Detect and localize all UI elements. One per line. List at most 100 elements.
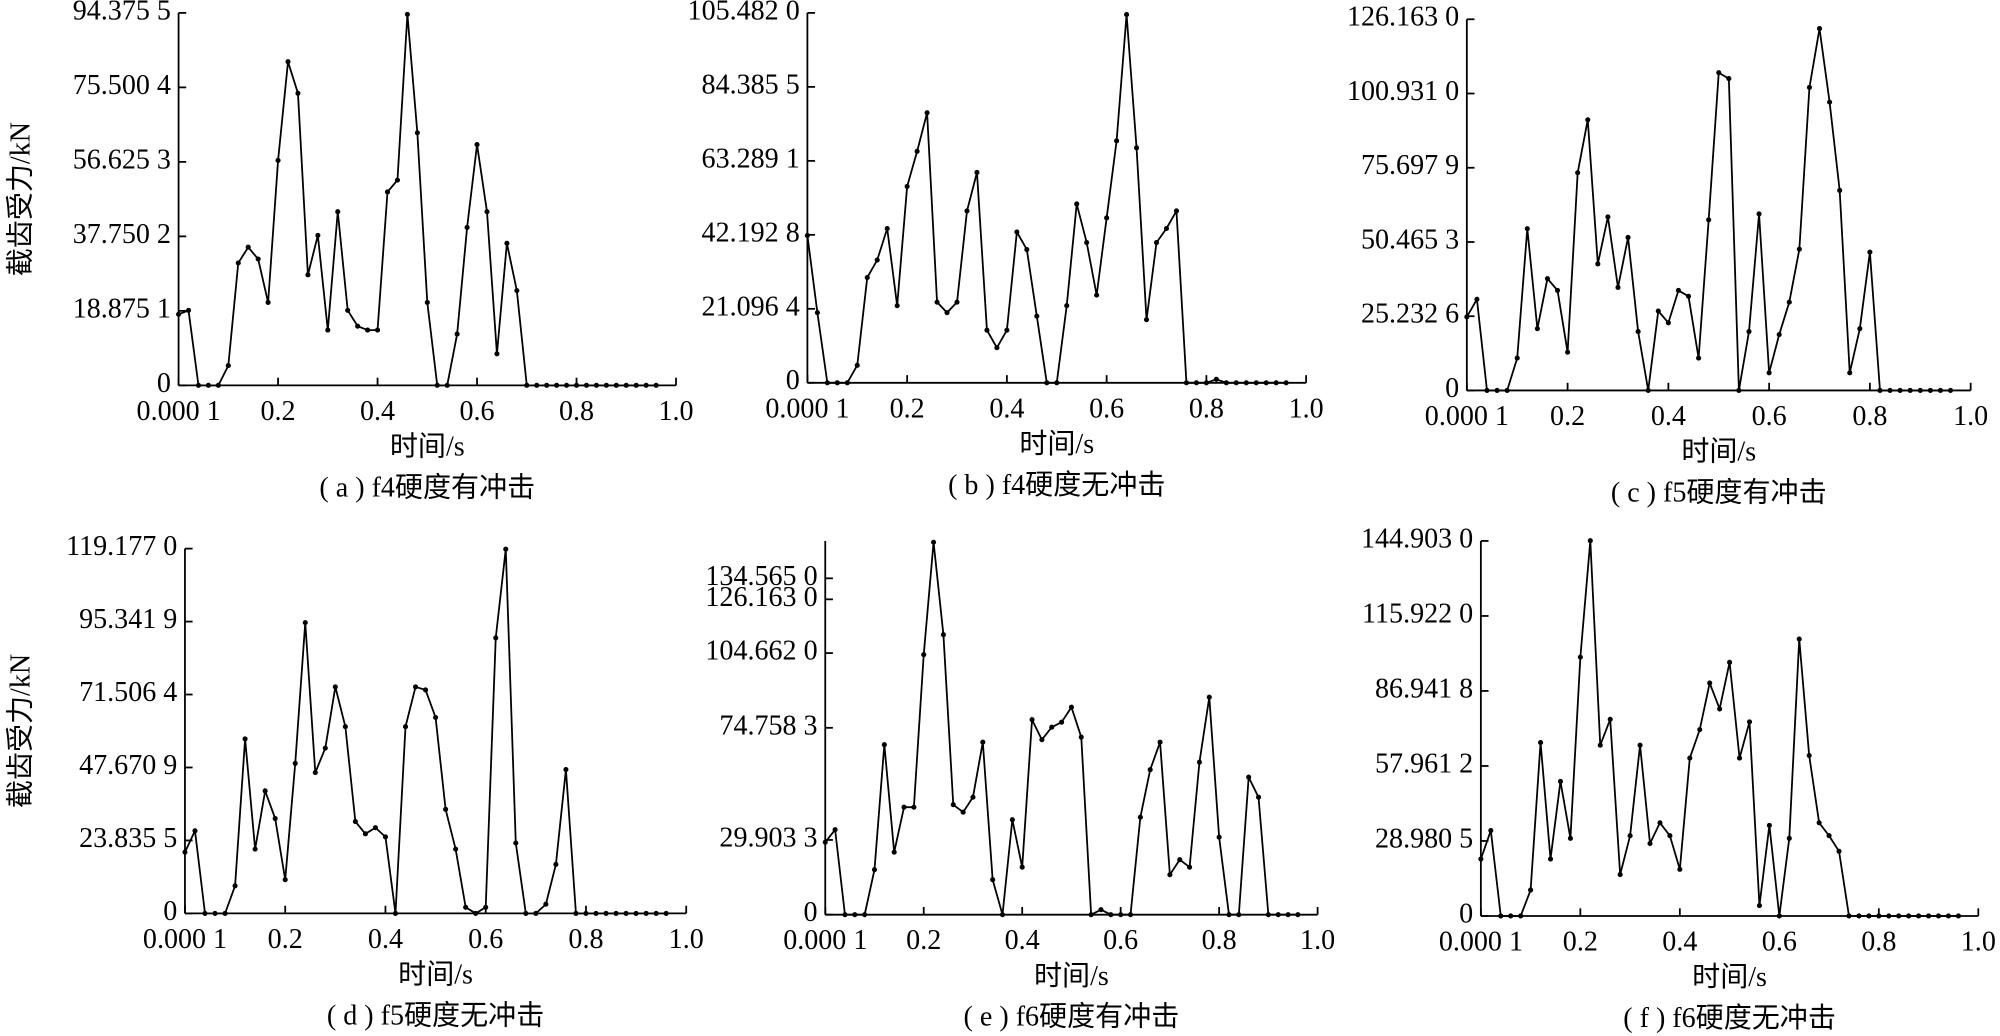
data-point — [192, 828, 198, 834]
data-point — [402, 724, 409, 730]
data-point — [623, 910, 629, 916]
data-point — [202, 910, 208, 916]
data-point — [1183, 380, 1189, 386]
x-tick-label: 1.0 — [1961, 926, 1996, 957]
data-point — [1127, 912, 1134, 918]
data-point — [904, 183, 910, 189]
data-point — [1955, 913, 1961, 919]
data-point — [1134, 145, 1140, 151]
data-point — [454, 331, 460, 337]
data-point — [1685, 293, 1692, 299]
data-point — [1587, 538, 1593, 544]
data-point — [911, 804, 917, 810]
data-point — [603, 382, 609, 388]
data-point — [1273, 380, 1279, 386]
data-point — [1706, 217, 1712, 223]
y-tick-label: 0 — [786, 365, 800, 396]
data-point — [332, 684, 338, 690]
y-tick-label: 100.931 0 — [1347, 76, 1459, 107]
y-tick-label: 0 — [157, 368, 171, 399]
data-point — [901, 804, 907, 810]
x-tick-label: 0.8 — [568, 924, 603, 955]
y-tick-label: 57.961 2 — [1375, 748, 1473, 779]
panel: 0 23.835 5 47.670 9 71.506 4 95.341 9 119.177… — [4, 531, 703, 1031]
data-point — [1034, 313, 1040, 319]
y-tick-label: 0 — [163, 896, 177, 927]
data-point — [914, 148, 920, 154]
data-point — [1044, 380, 1050, 386]
y-tick-label: 75.500 4 — [73, 70, 171, 101]
data-point — [1039, 737, 1045, 743]
data-point — [934, 299, 940, 305]
data-point — [503, 546, 509, 552]
x-axis-label: 时间/s — [398, 959, 473, 991]
data-point — [1143, 317, 1150, 323]
data-point — [1896, 913, 1902, 919]
data-point — [1756, 211, 1762, 217]
data-point — [1846, 913, 1852, 919]
data-point — [494, 351, 500, 357]
data-point — [994, 345, 1000, 351]
y-tick-label: 126.163 0 — [1347, 2, 1459, 33]
data-point — [1697, 727, 1703, 733]
data-point — [1756, 903, 1762, 909]
data-point — [564, 382, 570, 388]
data-point — [633, 382, 639, 388]
x-tick-label: 0.6 — [1762, 926, 1797, 957]
caption: ( e ) f6硬度有冲击 — [964, 1001, 1180, 1033]
x-tick-label: 0.8 — [1852, 401, 1887, 432]
data-point — [1064, 303, 1070, 309]
data-point — [1847, 370, 1853, 376]
data-point — [563, 766, 569, 773]
y-tick-label: 86.941 8 — [1375, 673, 1473, 704]
y-tick-label: 42.192 8 — [702, 217, 800, 248]
x-tick-label: 1.0 — [1300, 925, 1335, 956]
x-tick-label: 0.000 1 — [1439, 926, 1523, 957]
data-point — [1253, 380, 1259, 386]
data-point — [1203, 380, 1209, 386]
data-point — [252, 846, 258, 852]
data-point — [653, 382, 659, 388]
data-point — [554, 382, 560, 388]
y-tick-label: 115.922 0 — [1362, 598, 1473, 629]
data-point — [613, 382, 619, 388]
data-point — [1647, 840, 1653, 847]
data-point — [1554, 287, 1561, 293]
x-tick-label: 1.0 — [658, 396, 693, 427]
data-point — [1696, 355, 1702, 361]
data-point — [1766, 822, 1772, 828]
data-point — [1806, 84, 1812, 90]
data-point — [1226, 912, 1232, 918]
y-tick-label: 21.096 4 — [702, 291, 800, 322]
data-point — [834, 380, 840, 386]
data-point — [1528, 887, 1534, 893]
data-point — [980, 739, 986, 745]
data-line — [184, 549, 667, 915]
y-tick-label: 95.341 9 — [79, 604, 177, 635]
x-axis-label: 时间/s — [1019, 428, 1094, 460]
data-point — [964, 208, 970, 214]
data-point — [404, 11, 410, 17]
data-point — [205, 382, 211, 388]
data-point — [265, 299, 271, 306]
data-point — [999, 912, 1006, 918]
data-point — [1607, 716, 1613, 722]
x-tick-label: 0.8 — [559, 396, 594, 427]
y-tick-label: 144.903 0 — [1361, 523, 1473, 554]
data-point — [176, 311, 182, 317]
data-point — [1147, 767, 1153, 773]
data-point — [1114, 138, 1120, 144]
data-point — [1534, 326, 1540, 332]
x-axis-label: 时间/s — [1034, 960, 1109, 992]
data-point — [852, 912, 858, 918]
data-point — [1173, 208, 1180, 214]
data-point — [1577, 654, 1583, 660]
x-tick-label: 0.000 1 — [137, 396, 221, 427]
y-tick-label: 23.835 5 — [79, 823, 177, 854]
data-point — [643, 382, 649, 388]
data-point — [534, 382, 540, 388]
data-point — [583, 382, 590, 388]
data-point — [225, 363, 231, 369]
data-point — [322, 745, 328, 751]
data-point — [1124, 12, 1130, 18]
